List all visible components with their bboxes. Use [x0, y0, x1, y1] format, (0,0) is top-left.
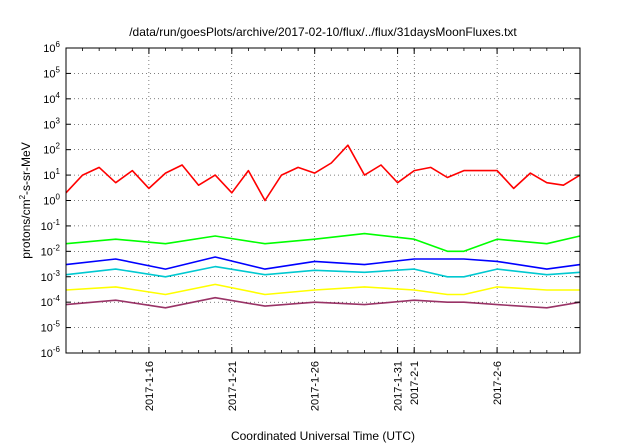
y-tick-exponent: -6: [53, 345, 61, 354]
series-line-3: [65, 265, 581, 278]
y-tick-label: 105: [43, 65, 60, 80]
y-tick-label: 101: [43, 167, 60, 182]
y-tick-base: 10: [43, 43, 55, 55]
x-tick-label: 2017-1-16: [144, 361, 156, 411]
y-tick-base: 10: [43, 68, 55, 80]
y-tick-base: 10: [43, 119, 55, 131]
y-tick-exponent: 3: [56, 116, 61, 125]
y-tick-exponent: 1: [56, 167, 61, 176]
y-tick-exponent: -1: [53, 218, 61, 227]
x-tick-label: 2017-2-1: [409, 361, 421, 405]
y-axis-label: protons/cm2-s-sr-MeV: [18, 142, 33, 258]
y-tick-exponent: -2: [53, 243, 61, 252]
series-line-2: [65, 256, 581, 270]
x-tick-label: 2017-1-26: [310, 361, 322, 411]
ticks: 10-610-510-410-310-210-11001011021031041…: [41, 40, 580, 411]
y-axis-label-sup: 2: [18, 194, 27, 199]
y-tick-base: 10: [41, 272, 53, 284]
y-tick-base: 10: [41, 246, 53, 258]
y-tick-base: 10: [41, 221, 53, 233]
y-tick-exponent: -4: [53, 294, 61, 303]
series-lines: [65, 144, 581, 309]
x-axis-label: Coordinated Universal Time (UTC): [231, 429, 415, 443]
x-tick-label: 2017-2-6: [492, 361, 504, 405]
y-axis-label-rest: -s-sr-MeV: [19, 142, 33, 195]
y-tick-label: 106: [43, 40, 60, 55]
y-tick-label: 10-3: [41, 269, 61, 284]
grid: [66, 48, 580, 353]
y-tick-label: 10-5: [41, 320, 61, 335]
y-tick-exponent: 0: [56, 193, 61, 202]
x-tick-label: 2017-1-31: [393, 361, 405, 411]
y-tick-label: 100: [43, 193, 60, 208]
y-tick-label: 10-6: [41, 345, 61, 360]
chart-title: /data/run/goesPlots/archive/2017-02-10/f…: [129, 25, 517, 39]
y-axis-label-base: protons/cm: [19, 199, 33, 258]
y-tick-base: 10: [43, 145, 55, 157]
y-tick-label: 102: [43, 142, 60, 157]
y-tick-base: 10: [43, 94, 55, 106]
y-tick-label: 10-1: [41, 218, 61, 233]
y-tick-base: 10: [41, 348, 53, 360]
y-tick-exponent: -3: [53, 269, 61, 278]
y-tick-label: 103: [43, 116, 60, 131]
y-tick-exponent: -5: [53, 320, 61, 329]
y-tick-base: 10: [43, 170, 55, 182]
y-tick-label: 104: [43, 91, 60, 106]
series-line-4: [65, 283, 580, 296]
y-tick-label: 10-4: [41, 294, 61, 309]
x-tick-label: 2017-1-21: [227, 361, 239, 411]
y-tick-exponent: 6: [56, 40, 61, 49]
y-tick-base: 10: [41, 323, 53, 335]
series-line-1: [65, 232, 581, 253]
y-tick-exponent: 2: [56, 142, 61, 151]
series-line-0: [65, 144, 581, 202]
y-tick-base: 10: [43, 196, 55, 208]
y-tick-label: 10-2: [41, 243, 61, 258]
y-tick-base: 10: [41, 297, 53, 309]
y-tick-exponent: 5: [56, 65, 61, 74]
series-line-5: [65, 296, 581, 309]
y-tick-exponent: 4: [56, 91, 61, 100]
